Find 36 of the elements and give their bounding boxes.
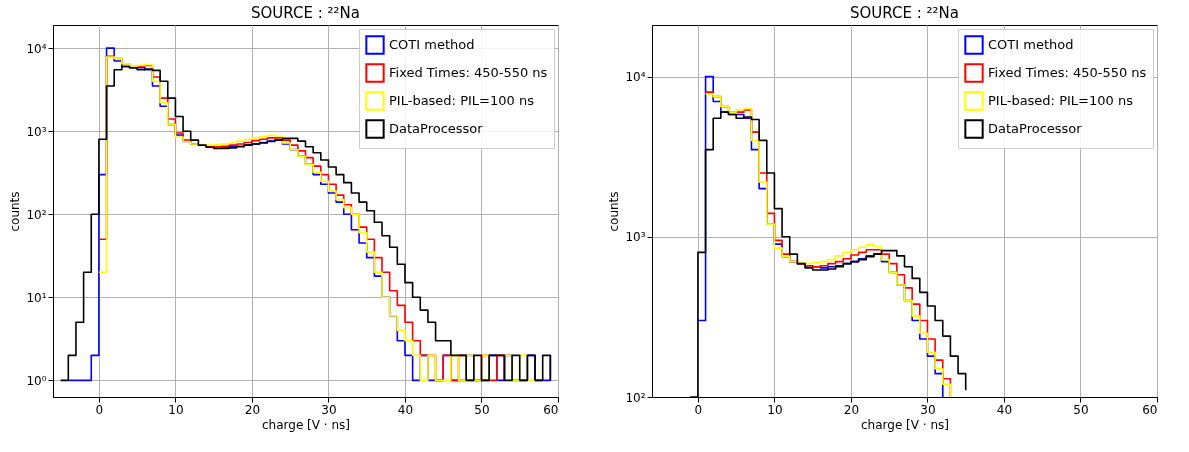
- y-axis-title: counts: [8, 191, 23, 232]
- legend-label: COTI method: [988, 37, 1074, 52]
- chart-title: SOURCE : ²²Na: [251, 4, 360, 22]
- x-tick-label: 30: [321, 402, 337, 417]
- x-tick-label: 0: [694, 402, 703, 417]
- legend-label: COTI method: [389, 37, 475, 52]
- y-tick-label: 10¹: [26, 290, 47, 305]
- x-tick-label: 0: [95, 402, 104, 417]
- legend-label: PIL-based: PIL=100 ns: [988, 93, 1134, 108]
- x-tick-label: 50: [1073, 402, 1089, 417]
- x-tick-label: 10: [168, 402, 184, 417]
- legend-label: DataProcessor: [988, 121, 1083, 136]
- y-tick-label: 10⁴: [26, 41, 47, 56]
- x-tick-label: 40: [996, 402, 1013, 417]
- legend-label: Fixed Times: 450-550 ns: [389, 65, 548, 80]
- legend-label: Fixed Times: 450-550 ns: [988, 65, 1147, 80]
- y-tick-label: 10³: [26, 124, 47, 139]
- x-tick-label: 60: [543, 402, 559, 417]
- y-tick-label: 10⁰: [26, 373, 47, 388]
- x-tick-label: 10: [767, 402, 783, 417]
- legend-label: PIL-based: PIL=100 ns: [389, 93, 535, 108]
- x-axis-title: charge [V · ns]: [262, 417, 350, 432]
- y-tick-label: 10³: [625, 230, 646, 245]
- chart-title: SOURCE : ²²Na: [850, 4, 959, 22]
- x-axis-title: charge [V · ns]: [861, 417, 949, 432]
- x-tick-label: 20: [244, 402, 261, 417]
- y-tick-label: 10⁴: [625, 70, 646, 85]
- x-tick-label: 40: [397, 402, 414, 417]
- x-tick-label: 20: [843, 402, 860, 417]
- y-axis-title: counts: [607, 191, 622, 232]
- y-tick-label: 10²: [26, 207, 47, 222]
- x-tick-label: 30: [920, 402, 936, 417]
- x-tick-label: 50: [474, 402, 490, 417]
- legend-label: DataProcessor: [389, 121, 484, 136]
- x-tick-label: 60: [1142, 402, 1158, 417]
- y-tick-label: 10²: [625, 390, 646, 405]
